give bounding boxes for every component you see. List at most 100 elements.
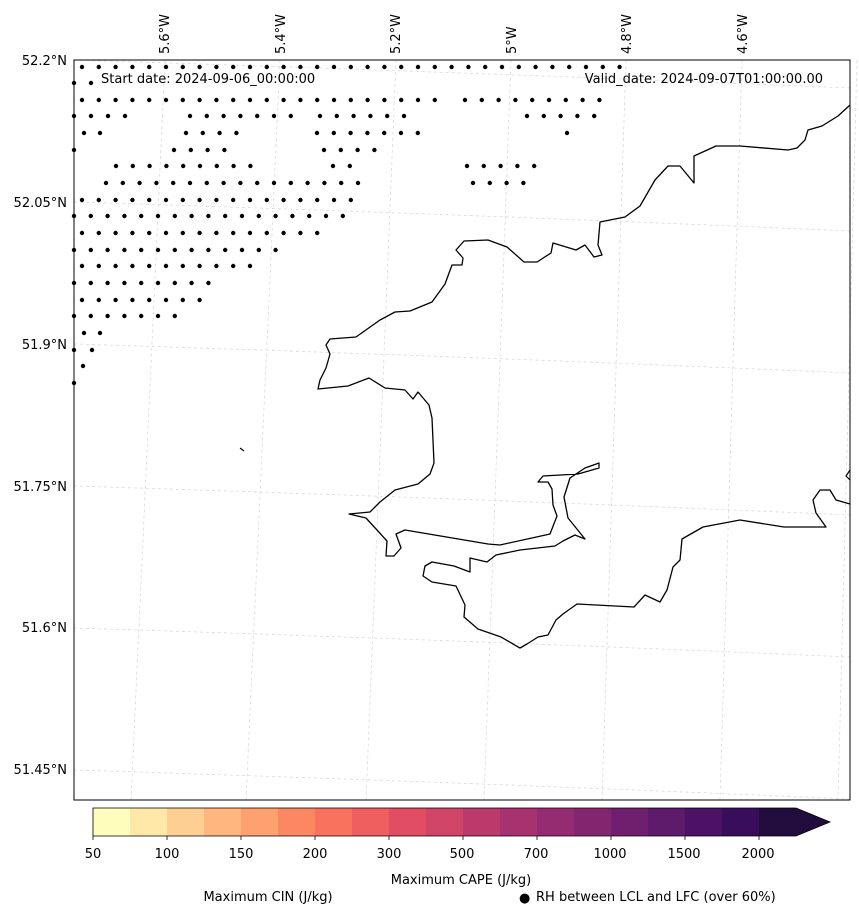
rh-dot (163, 197, 169, 203)
colorbar-segment (722, 808, 760, 836)
rh-dot (206, 213, 211, 219)
rh-dot (575, 113, 580, 119)
rh-dot (172, 247, 177, 253)
rh-dot (331, 97, 337, 103)
rh-dot (255, 113, 260, 119)
rh-dot (315, 64, 320, 70)
colorbar-segment (463, 808, 501, 836)
rh-dot (307, 213, 312, 219)
colorbar-tick-label: 200 (303, 847, 328, 862)
rh-dot (234, 130, 239, 136)
rh-dot (113, 163, 119, 169)
rh-dot (530, 97, 535, 103)
rh-dot (171, 180, 176, 186)
rh-dot (139, 313, 144, 319)
rh-dot (479, 97, 484, 103)
rh-dot (120, 180, 126, 186)
lat-label: 52.05°N (14, 196, 67, 211)
rh-dot (154, 180, 159, 186)
rh-dot-legend-marker: ● (519, 891, 530, 906)
rh-dot (281, 97, 286, 103)
rh-dot (222, 147, 227, 153)
rh-dot (171, 147, 177, 153)
rh-dot (466, 64, 471, 70)
rh-dot (281, 230, 286, 236)
rh-dot (481, 163, 486, 169)
rh-dot (79, 297, 85, 303)
rh-dot (273, 213, 278, 219)
rh-dot (197, 297, 202, 303)
coastline-islet (239, 447, 245, 452)
rh-dot (470, 180, 476, 186)
lat-label: 52.2°N (22, 54, 67, 69)
longitude-labels: 5.6°W 5.4°W 5.2°W 5°W 4.8°W 4.6°W (158, 14, 751, 54)
rh-dot (189, 280, 194, 286)
rh-dot (338, 147, 343, 153)
rh-dot (130, 263, 135, 269)
rh-dot (197, 197, 202, 203)
rh-dot (415, 64, 421, 70)
lon-label: 5°W (505, 26, 520, 54)
rh-dot (546, 97, 552, 103)
rh-dot (231, 263, 236, 269)
rh-dot (113, 64, 118, 70)
colorbar-segment (500, 808, 538, 836)
rh-dot (314, 130, 320, 136)
rh-dot (432, 64, 437, 70)
rh-dot (139, 280, 144, 286)
rh-dot (88, 113, 94, 119)
rh-dot (130, 97, 135, 103)
rh-dot (183, 130, 189, 136)
rh-dot (597, 97, 602, 103)
rh-dot (340, 213, 345, 219)
rh-dot (462, 97, 468, 103)
rh-dot (206, 247, 211, 253)
rh-dot (498, 163, 503, 169)
colorbar-segment (167, 808, 205, 836)
rh-dot (88, 280, 94, 286)
rh-dot (256, 213, 261, 219)
rh-dot (197, 263, 202, 269)
rh-dot (365, 64, 370, 70)
rh-dot (180, 64, 185, 70)
rh-dot (200, 130, 205, 136)
rh-dot (290, 213, 295, 219)
rh-dot (238, 113, 243, 119)
rh-dot (248, 163, 253, 169)
rh-dot (189, 247, 194, 253)
rh-dot (600, 64, 605, 70)
rh-dot (96, 97, 102, 103)
rh-dot (147, 263, 152, 269)
rh-dot (155, 280, 161, 286)
rh-dot (298, 230, 303, 236)
rh-dot (288, 113, 293, 119)
rh-dot (305, 180, 310, 186)
rh-dot (80, 363, 86, 369)
rh-dot (130, 230, 135, 236)
rh-dot (130, 297, 135, 303)
rh-dot (331, 197, 337, 203)
rh-dot (247, 64, 253, 70)
rh-dot (105, 280, 110, 286)
rh-dot (513, 97, 518, 103)
rh-dot (189, 213, 194, 219)
rh-dot (223, 247, 228, 253)
rh-dot (365, 130, 370, 136)
rh-dot (206, 280, 211, 286)
rh-dot (89, 347, 95, 353)
rh-dot (113, 297, 118, 303)
rh-dot (247, 197, 253, 203)
rh-dot (483, 64, 488, 70)
rh-dot (155, 313, 161, 319)
rh-dot (288, 180, 293, 186)
rh-dot (79, 230, 85, 236)
lon-label: 5.2°W (389, 14, 404, 54)
colorbar-segment (204, 808, 242, 836)
rh-dot (214, 163, 219, 169)
rh-dot (214, 263, 219, 269)
rh-dot (97, 330, 103, 336)
rh-dot (264, 64, 269, 70)
rh-dot (231, 97, 236, 103)
colorbar-tick-label: 150 (229, 847, 254, 862)
